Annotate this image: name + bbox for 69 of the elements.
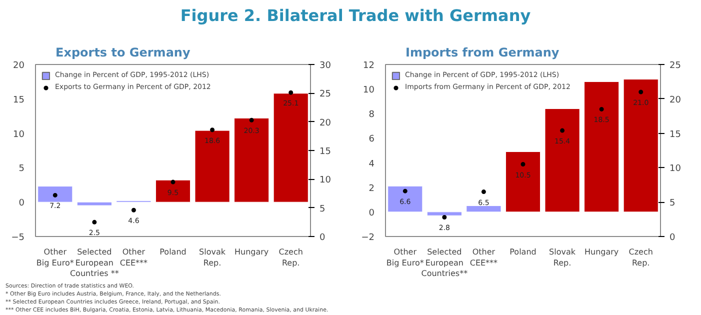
bar: [505, 151, 541, 212]
y2-tick-label: 20: [320, 118, 332, 128]
bar: [466, 206, 502, 212]
y2-tick-label: 25: [320, 90, 331, 100]
point: [92, 220, 97, 224]
point: [210, 128, 215, 132]
y-tick-label: 6: [368, 134, 375, 145]
x-tick-label: Czech Rep.: [628, 248, 653, 268]
y2-tick-label: 15: [670, 130, 681, 140]
chart-subtitle: Exports to Germany: [56, 46, 190, 60]
y2-tick-label: 0: [670, 233, 676, 243]
bar: [388, 186, 423, 212]
point: [442, 214, 447, 220]
bar: [273, 93, 308, 202]
x-tick-label: Slovak Rep.: [549, 248, 576, 268]
bar: [584, 81, 620, 212]
x-tick-label: Czech Rep.: [278, 248, 303, 268]
y-tick-label: 20: [13, 61, 25, 71]
x-tick-label: Slovak Rep.: [199, 248, 226, 268]
x-tick-label: Poland: [510, 248, 536, 256]
y2-tick-label: 0: [320, 233, 326, 243]
y2-tick-label: 5: [320, 204, 326, 214]
bar: [623, 78, 658, 212]
point: [52, 192, 58, 198]
y2-tick-label: 15: [320, 147, 331, 157]
y-tick-label: 10: [363, 86, 375, 96]
point: [599, 106, 604, 112]
y2-tick-label: 10: [320, 176, 332, 186]
y-tick-label: 8: [368, 110, 375, 120]
bar: [234, 118, 270, 202]
y-tick-label: 2: [368, 184, 375, 194]
y-tick-label: 4: [368, 159, 375, 170]
bar: [38, 186, 73, 202]
bar: [194, 130, 230, 202]
x-tick-label: Other CEE***: [120, 248, 148, 268]
point: [170, 180, 176, 184]
y-tick-label: 0: [368, 208, 375, 218]
y2-tick-label: 30: [320, 61, 332, 71]
y-tick-label: −2: [361, 233, 375, 243]
x-tick-label: Other CEE***: [470, 248, 498, 268]
x-tick-label: Hungary: [234, 248, 269, 256]
y-tick-label: −5: [11, 233, 25, 243]
chart-subtitle: Imports from Germany: [406, 46, 560, 60]
x-tick-label: Hungary: [584, 248, 619, 256]
bar: [426, 212, 462, 216]
point: [560, 128, 565, 133]
point: [249, 118, 254, 122]
point: [402, 188, 408, 194]
x-tick-label: Poland: [160, 248, 186, 256]
bar: [544, 108, 580, 212]
point: [481, 190, 486, 194]
y-tick-label: 15: [13, 95, 24, 106]
text: Figure 2. Bilateral Trade with Germany: [180, 5, 531, 27]
bar: [76, 202, 112, 206]
y-tick-label: 0: [18, 198, 25, 209]
point: [288, 90, 294, 95]
point: [131, 208, 136, 212]
y2-tick-label: 5: [670, 198, 676, 209]
y-tick-label: 12: [363, 61, 374, 71]
bar: [155, 180, 191, 202]
y2-tick-label: 10: [670, 164, 682, 174]
y-tick-label: 5: [18, 164, 25, 174]
y2-tick-label: 20: [670, 95, 682, 106]
y2-tick-label: 25: [670, 61, 681, 71]
point: [520, 162, 526, 167]
x-tick-label: Other Big Euro*: [36, 248, 74, 268]
y-tick-label: 10: [13, 130, 25, 140]
x-tick-label: Other Big Euro*: [386, 248, 424, 268]
point: [638, 90, 644, 94]
